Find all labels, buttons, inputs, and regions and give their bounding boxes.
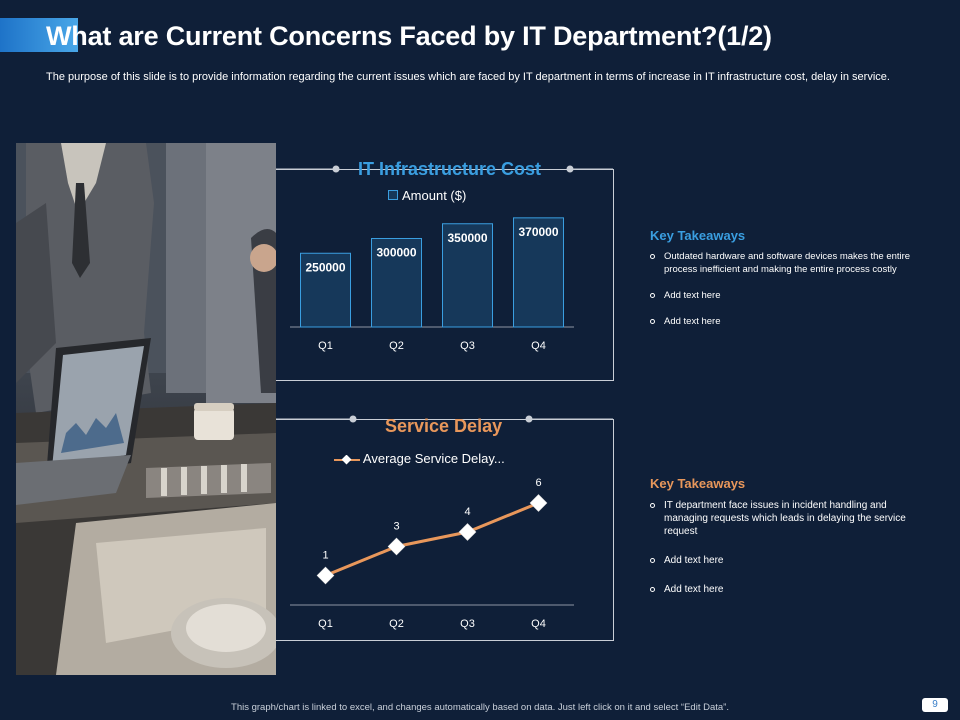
line-point-q4 xyxy=(529,494,548,512)
infrastructure-cost-panel xyxy=(276,169,614,381)
bar-q4 xyxy=(513,217,564,328)
line-category-label: Q4 xyxy=(531,618,546,630)
bar-legend-label: Amount ($) xyxy=(402,188,467,203)
bullet-icon xyxy=(650,254,655,259)
panel1-takeaways-list: Outdated hardware and software devices m… xyxy=(650,250,930,341)
line-data-label: 4 xyxy=(464,506,470,518)
bullet-icon xyxy=(650,293,655,298)
bar-data-label: 350000 xyxy=(447,231,487,245)
line-category-label: Q3 xyxy=(460,618,475,630)
list-item: Add text here xyxy=(650,554,930,567)
bar-category-label: Q3 xyxy=(460,340,475,352)
legend-swatch-icon xyxy=(388,190,398,200)
list-item: Add text here xyxy=(650,315,930,328)
line-category-label: Q1 xyxy=(318,618,333,630)
page-number: 9 xyxy=(922,698,948,712)
bar-q3 xyxy=(442,223,493,328)
infrastructure-cost-title: IT Infrastructure Cost xyxy=(358,159,542,179)
slide-title: What are Current Concerns Faced by IT De… xyxy=(46,21,772,51)
line-point-q3 xyxy=(458,523,477,541)
panel1-takeaways-title: Key Takeaways xyxy=(650,228,746,243)
bar-q1 xyxy=(300,252,351,328)
panel2-takeaways-list: IT department face issues in incident ha… xyxy=(650,499,930,609)
bullet-icon xyxy=(650,319,655,324)
list-item: IT department face issues in incident ha… xyxy=(650,499,930,538)
service-delay-panel xyxy=(276,419,614,641)
line-point-q2 xyxy=(387,537,406,556)
slide-subtitle: The purpose of this slide is to provide … xyxy=(46,71,890,83)
bar-data-label: 300000 xyxy=(376,246,416,260)
bullet-icon xyxy=(650,503,655,508)
line-chart-legend: Average Service Delay... xyxy=(334,451,505,466)
bullet-icon xyxy=(650,558,655,563)
line-category-label: Q2 xyxy=(389,618,404,630)
photo-illustration xyxy=(16,143,276,675)
footer-note: This graph/chart is linked to excel, and… xyxy=(231,702,729,713)
line-data-label: 6 xyxy=(535,477,541,489)
list-item: Add text here xyxy=(650,289,930,302)
panel2-takeaways-title: Key Takeaways xyxy=(650,476,746,491)
bar-data-label: 370000 xyxy=(518,225,558,239)
service-delay-line-chart: 1 Q1 3 Q2 4 Q3 6 Q4 xyxy=(290,477,574,630)
list-item: Add text here xyxy=(650,583,930,596)
bar-category-label: Q4 xyxy=(531,340,546,352)
office-meeting-photo xyxy=(16,143,276,675)
bar-data-label: 250000 xyxy=(305,260,345,274)
line-data-label: 1 xyxy=(322,550,328,562)
bar-q2 xyxy=(371,238,422,328)
bar-category-label: Q1 xyxy=(318,340,333,352)
bar-category-label: Q2 xyxy=(389,340,404,352)
line-point-q1 xyxy=(316,566,335,585)
service-delay-title: Service Delay xyxy=(385,416,503,436)
infrastructure-cost-bar-chart: 250000 Q1 300000 Q2 350000 Q3 370000 Q4 xyxy=(290,217,574,352)
service-delay-series-line xyxy=(324,501,540,577)
list-item: Outdated hardware and software devices m… xyxy=(650,250,930,276)
line-legend-label: Average Service Delay... xyxy=(362,451,505,466)
panel1-title-line xyxy=(276,165,613,173)
title-accent-bar xyxy=(0,18,78,52)
line-data-label: 3 xyxy=(393,521,399,533)
bullet-icon xyxy=(650,587,655,592)
panel2-title-line xyxy=(276,415,613,423)
legend-line-marker-icon xyxy=(334,454,360,465)
bar-chart-legend: Amount ($) xyxy=(388,188,466,203)
